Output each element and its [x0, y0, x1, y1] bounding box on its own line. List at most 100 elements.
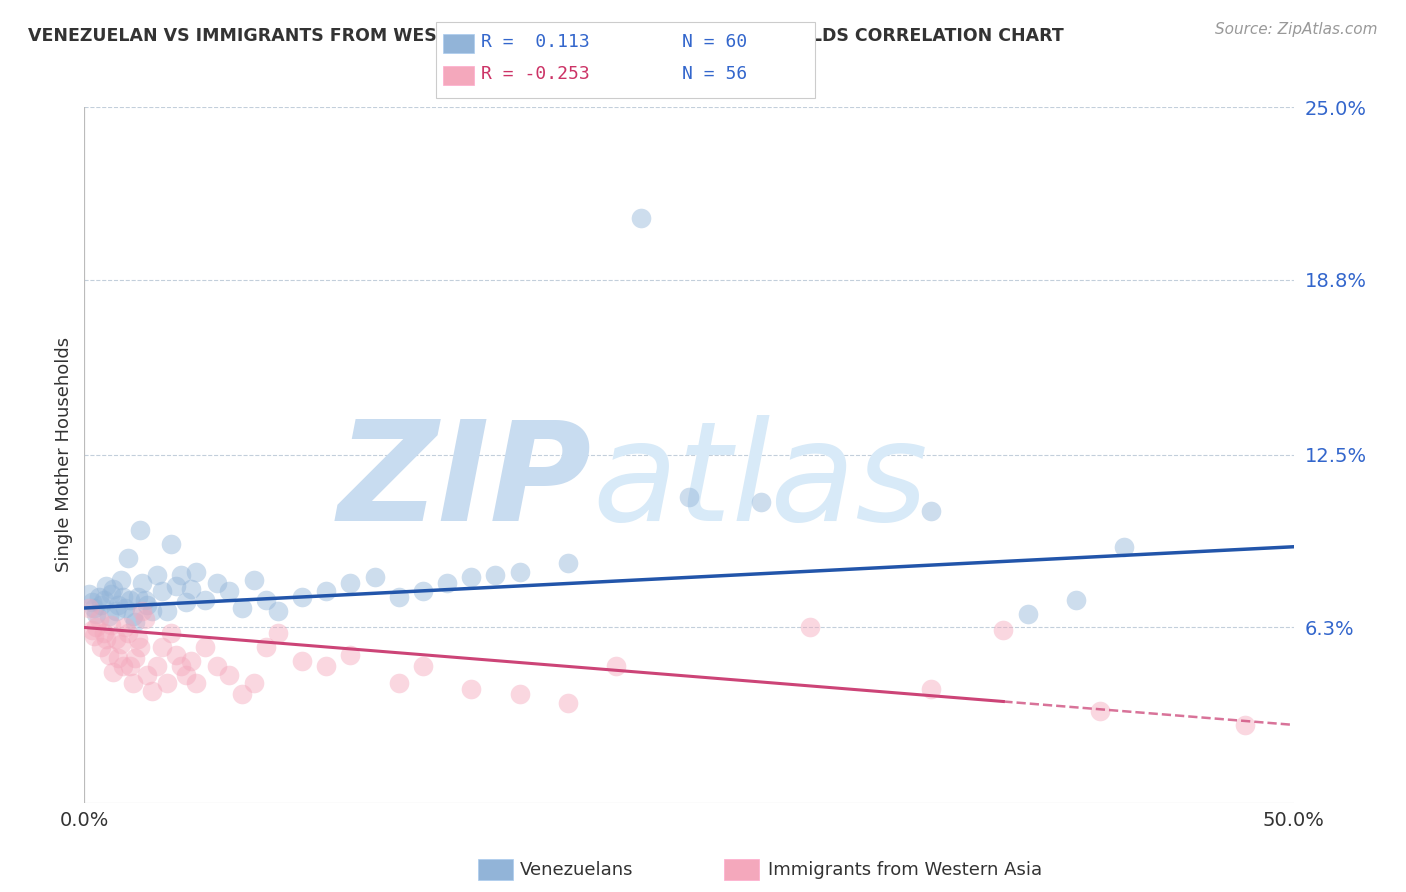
Point: [605, 659, 627, 673]
Point: [170, 659, 193, 673]
Point: [136, 598, 159, 612]
Point: [80, 595, 103, 609]
Point: [87, 590, 110, 604]
Text: R =  0.113: R = 0.113: [481, 33, 589, 51]
Point: [103, 582, 125, 596]
Point: [180, 582, 202, 596]
Point: [315, 584, 337, 599]
Point: [315, 659, 337, 673]
Point: [100, 617, 122, 632]
Point: [460, 681, 482, 696]
Point: [146, 659, 169, 673]
Point: [388, 590, 411, 604]
Point: [557, 696, 579, 710]
Point: [134, 592, 156, 607]
Point: [120, 659, 142, 673]
Point: [90, 598, 112, 612]
Point: [155, 676, 177, 690]
Point: [207, 659, 229, 673]
Point: [77, 587, 100, 601]
Point: [141, 604, 163, 618]
Text: Immigrants from Western Asia: Immigrants from Western Asia: [768, 861, 1042, 879]
Point: [136, 667, 159, 681]
Point: [231, 601, 253, 615]
Point: [460, 570, 482, 584]
Point: [1017, 607, 1039, 621]
Point: [127, 590, 149, 604]
Point: [124, 615, 146, 629]
Point: [254, 592, 277, 607]
Point: [920, 681, 942, 696]
Point: [80, 624, 103, 638]
Point: [160, 537, 183, 551]
Point: [174, 667, 197, 681]
Point: [83, 601, 105, 615]
Text: atlas: atlas: [592, 416, 928, 550]
Point: [267, 626, 290, 640]
Point: [1064, 592, 1087, 607]
Point: [86, 620, 108, 634]
Point: [1114, 540, 1136, 554]
Point: [231, 687, 253, 701]
Point: [77, 601, 100, 615]
Text: N = 60: N = 60: [682, 33, 747, 51]
Point: [93, 626, 115, 640]
Point: [165, 579, 187, 593]
Point: [124, 651, 146, 665]
Point: [104, 632, 127, 646]
Point: [87, 612, 110, 626]
Point: [93, 592, 115, 607]
Point: [117, 550, 139, 565]
Point: [799, 620, 821, 634]
Point: [339, 648, 361, 663]
Text: Source: ZipAtlas.com: Source: ZipAtlas.com: [1215, 22, 1378, 37]
Point: [94, 632, 117, 646]
Point: [207, 576, 229, 591]
Point: [107, 598, 129, 612]
Point: [83, 629, 105, 643]
Point: [218, 667, 240, 681]
Point: [218, 584, 240, 599]
Point: [141, 684, 163, 698]
Point: [291, 654, 314, 668]
Point: [993, 624, 1015, 638]
Point: [121, 676, 143, 690]
Point: [557, 557, 579, 571]
Point: [194, 640, 217, 654]
Point: [412, 659, 434, 673]
Point: [242, 676, 264, 690]
Point: [484, 567, 506, 582]
Point: [114, 601, 136, 615]
Point: [117, 626, 139, 640]
Point: [121, 609, 143, 624]
Point: [267, 604, 290, 618]
Point: [363, 570, 385, 584]
Point: [114, 620, 136, 634]
Text: ZIP: ZIP: [337, 416, 592, 550]
Point: [170, 567, 193, 582]
Point: [131, 604, 153, 618]
Point: [94, 579, 117, 593]
Point: [174, 595, 197, 609]
Point: [112, 659, 135, 673]
Y-axis label: Single Mother Households: Single Mother Households: [55, 337, 73, 573]
Point: [107, 651, 129, 665]
Point: [1234, 718, 1257, 732]
Point: [920, 503, 942, 517]
Point: [134, 612, 156, 626]
Point: [184, 565, 207, 579]
Point: [131, 576, 153, 591]
Point: [388, 676, 411, 690]
Point: [184, 676, 207, 690]
Point: [104, 604, 127, 618]
Point: [97, 648, 120, 663]
Text: VENEZUELAN VS IMMIGRANTS FROM WESTERN ASIA SINGLE MOTHER HOUSEHOLDS CORRELATION : VENEZUELAN VS IMMIGRANTS FROM WESTERN AS…: [28, 27, 1064, 45]
Point: [180, 654, 202, 668]
Point: [160, 626, 183, 640]
Point: [194, 592, 217, 607]
Point: [100, 587, 122, 601]
Text: N = 56: N = 56: [682, 65, 747, 83]
Point: [1088, 704, 1111, 718]
Point: [291, 590, 314, 604]
Text: Venezuelans: Venezuelans: [520, 861, 634, 879]
